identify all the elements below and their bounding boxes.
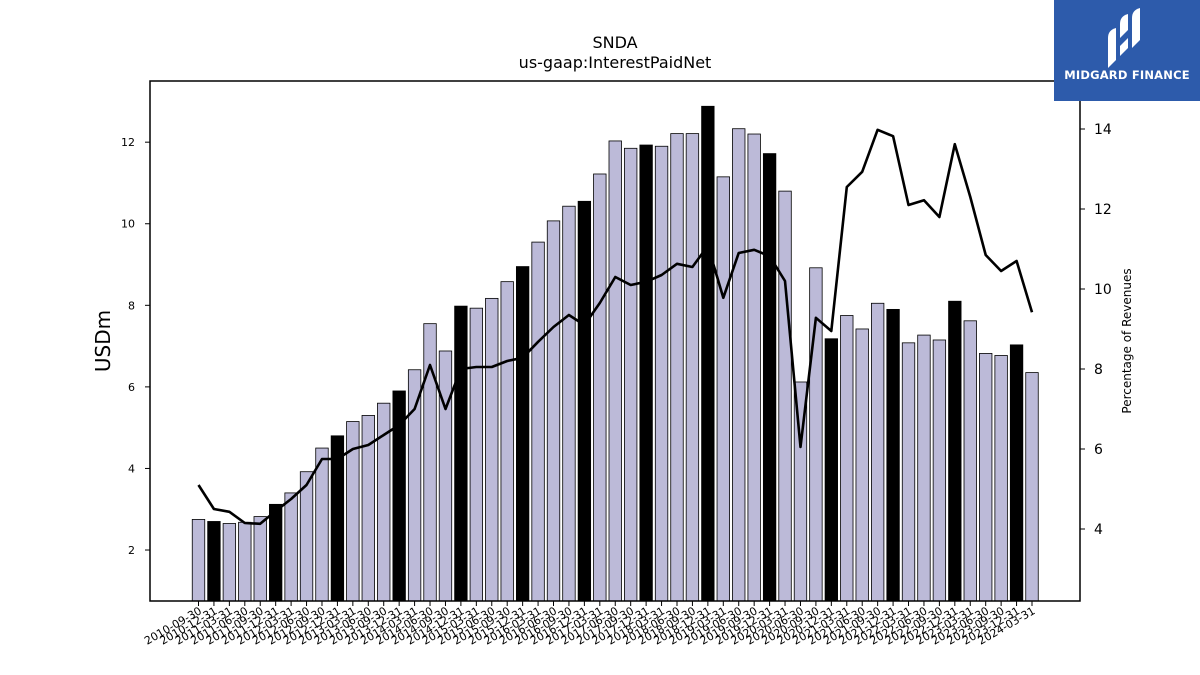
- y2-tick-label: 8: [1094, 362, 1103, 378]
- bar: [207, 521, 221, 602]
- bar: [639, 144, 653, 602]
- bar: [963, 320, 977, 602]
- y2-tick-label: 14: [1094, 122, 1112, 138]
- bar: [531, 241, 545, 602]
- bar: [562, 205, 576, 602]
- logo: MIDGARD FINANCE: [1054, 0, 1200, 101]
- bar: [485, 297, 499, 602]
- bar: [624, 147, 638, 602]
- bar: [315, 447, 329, 602]
- bar: [593, 173, 607, 602]
- bar: [994, 355, 1008, 602]
- bar: [222, 523, 237, 602]
- bar: [284, 492, 298, 602]
- bar: [762, 153, 777, 602]
- bar: [392, 390, 406, 602]
- bar: [1025, 372, 1039, 602]
- midgard-logo-icon: [1108, 8, 1140, 68]
- bar: [979, 353, 993, 602]
- y-tick-label: 4: [128, 462, 135, 475]
- bar: [948, 300, 962, 602]
- bar: [269, 503, 283, 602]
- bar: [855, 328, 869, 602]
- bar: [515, 266, 530, 602]
- bar: [886, 308, 900, 602]
- chart-title: SNDA: [592, 33, 637, 52]
- bar: [840, 315, 854, 602]
- chart-subtitle: us-gaap:InterestPaidNet: [519, 53, 712, 72]
- y-tick-label: 12: [121, 136, 135, 149]
- bar: [191, 519, 206, 602]
- x-axis: 2010-09-302010-12-312011-03-312011-06-30…: [142, 601, 1038, 648]
- bar: [608, 140, 622, 602]
- right-y-axis-label: Percentage of Revenues: [1120, 268, 1134, 413]
- y-tick-label: 2: [128, 544, 135, 557]
- line-path: [197, 128, 1034, 526]
- bar: [716, 176, 730, 602]
- y-axis-label: USDm: [91, 310, 115, 372]
- y2-tick-label: 12: [1094, 202, 1112, 218]
- bar: [438, 350, 453, 602]
- bar: [901, 342, 916, 602]
- bar: [253, 516, 267, 602]
- bar: [469, 307, 483, 602]
- logo-text: MIDGARD FINANCE: [1064, 68, 1190, 82]
- bar: [870, 302, 885, 602]
- bar: [747, 133, 761, 602]
- bar: [824, 338, 838, 602]
- bar: [454, 305, 468, 602]
- bar: [670, 133, 684, 602]
- bar: [732, 128, 746, 602]
- bar: [685, 133, 700, 602]
- y-tick-label: 8: [128, 299, 135, 312]
- y2-tick-label: 4: [1094, 522, 1103, 538]
- y-tick-label: 10: [121, 218, 135, 231]
- line-series: [197, 128, 1034, 526]
- bar: [701, 105, 715, 602]
- left-y-axis: 2 4 6 8 10 12: [121, 136, 150, 557]
- bar-series: [191, 105, 1039, 602]
- bar: [500, 281, 514, 602]
- y-tick-label: 6: [128, 381, 135, 394]
- bar: [654, 145, 669, 602]
- bar: [299, 471, 314, 602]
- right-y-axis: 4 6 8 10 12 14: [1080, 122, 1112, 538]
- bar: [238, 521, 252, 602]
- bar: [778, 190, 792, 602]
- bar: [577, 200, 592, 602]
- bar: [407, 369, 422, 602]
- bar: [330, 435, 345, 602]
- bar: [917, 334, 931, 602]
- bar: [1009, 344, 1024, 602]
- y2-tick-label: 6: [1094, 442, 1103, 458]
- bar: [932, 339, 947, 602]
- bar: [546, 220, 561, 602]
- y2-tick-label: 10: [1094, 282, 1112, 298]
